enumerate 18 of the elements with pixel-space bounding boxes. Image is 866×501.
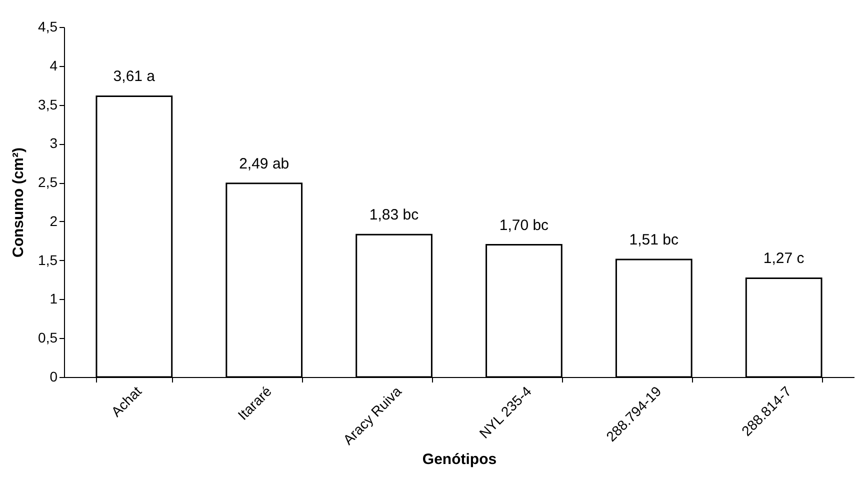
y-axis-title: Consumo (cm²) xyxy=(10,148,28,258)
data-label: 2,49 ab xyxy=(239,155,290,172)
y-tick-label: 4,5 xyxy=(38,18,58,34)
y-tick-label: 1 xyxy=(50,290,58,307)
data-label: 1,83 bc xyxy=(369,206,420,224)
x-axis-title: Genótipos xyxy=(422,450,497,468)
y-tick-label: 4 xyxy=(50,57,58,74)
y-tick-label: 3,5 xyxy=(38,96,58,112)
data-label: 3,61 a xyxy=(113,68,156,86)
data-label: 1,70 bc xyxy=(499,216,550,234)
y-tick-label: 2 xyxy=(50,212,58,229)
data-label: 1,51 bc xyxy=(629,232,679,249)
data-label: 1,27 c xyxy=(763,250,805,268)
y-tick-label: 3 xyxy=(50,135,58,152)
y-tick-label: 0 xyxy=(50,368,58,384)
y-tick-label: 2,5 xyxy=(38,174,58,190)
y-tick-label: 1,5 xyxy=(38,252,58,268)
y-tick-label: 0,5 xyxy=(38,330,58,346)
